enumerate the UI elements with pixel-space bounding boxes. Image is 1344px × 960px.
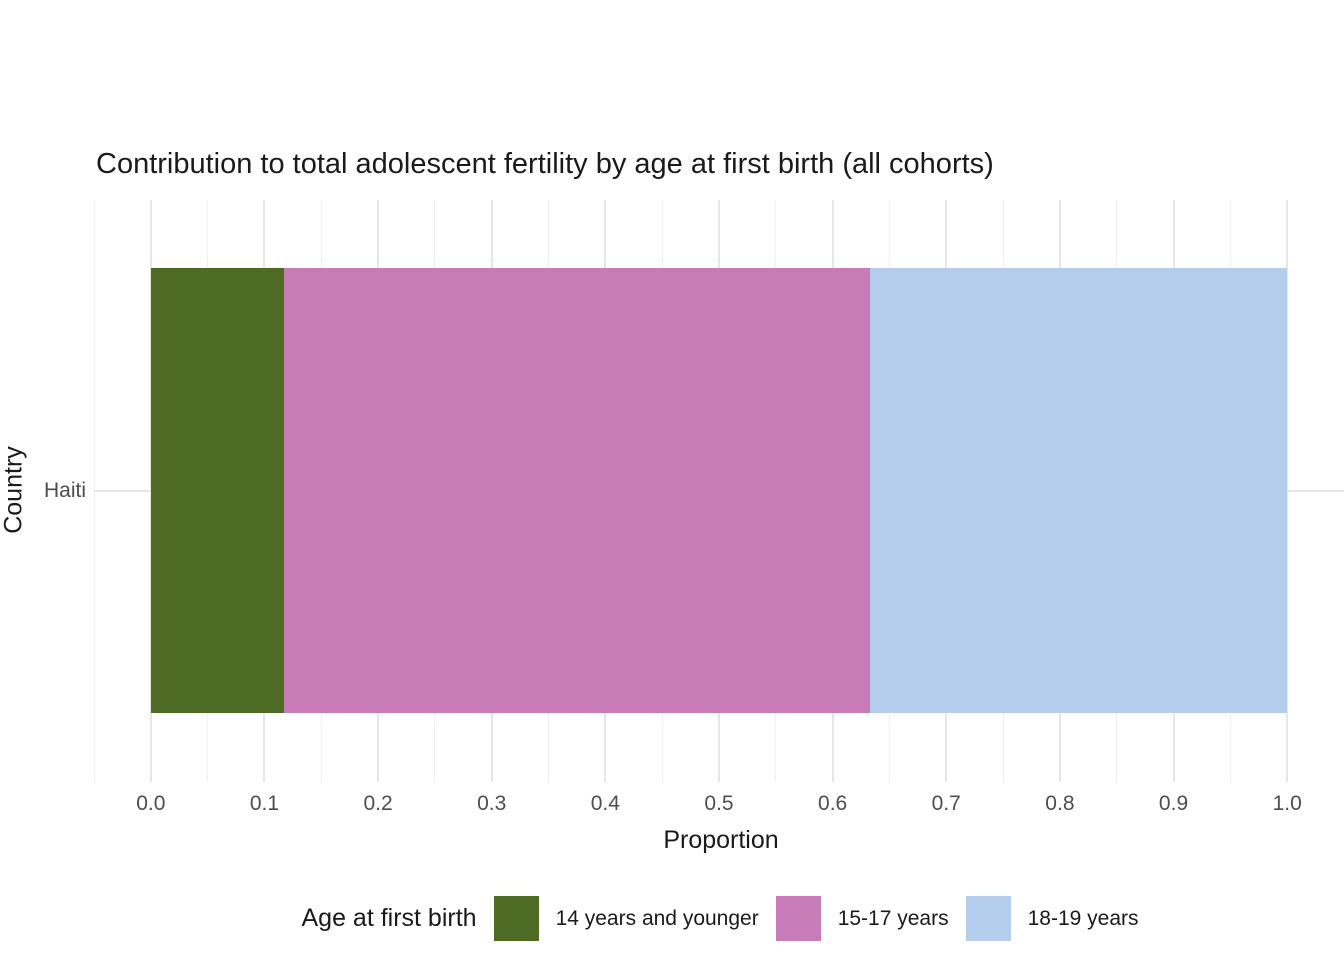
bar-segment bbox=[870, 268, 1288, 713]
x-tick-label: 0.9 bbox=[1158, 792, 1189, 815]
x-tick-label: 0.4 bbox=[590, 792, 620, 815]
bar-row bbox=[94, 268, 1344, 713]
legend-swatch bbox=[965, 896, 1011, 941]
y-tick-label-haiti: Haiti bbox=[43, 479, 86, 502]
legend-swatch bbox=[775, 896, 821, 941]
legend-item: 15-17 years bbox=[775, 896, 949, 941]
bar-segment bbox=[150, 268, 284, 713]
legend-item: 14 years and younger bbox=[493, 896, 759, 941]
x-tick-label: 0.0 bbox=[136, 792, 166, 815]
legend-swatch bbox=[493, 896, 539, 941]
y-axis-title: Country bbox=[0, 446, 28, 534]
plot-panel bbox=[93, 200, 1344, 782]
x-axis-title: Proportion bbox=[663, 826, 779, 854]
legend-item: 18-19 years bbox=[965, 896, 1139, 941]
legend-title: Age at first birth bbox=[301, 904, 477, 932]
bar-segment bbox=[283, 268, 871, 713]
legend: Age at first birth 14 years and younger 1… bbox=[48, 896, 1344, 941]
x-tick-label: 0.8 bbox=[1045, 792, 1075, 815]
legend-label: 18-19 years bbox=[1027, 906, 1139, 930]
x-tick-label: 0.1 bbox=[249, 792, 280, 815]
x-tick-label: 0.5 bbox=[704, 792, 734, 815]
legend-label: 14 years and younger bbox=[555, 906, 759, 930]
x-tick-label: 1.0 bbox=[1272, 792, 1302, 815]
x-tick-label: 0.2 bbox=[363, 792, 393, 815]
x-tick-label: 0.7 bbox=[931, 792, 961, 815]
x-tick-label: 0.3 bbox=[477, 792, 507, 815]
legend-label: 15-17 years bbox=[837, 906, 949, 930]
x-tick-label: 0.6 bbox=[818, 792, 848, 815]
chart-title: Contribution to total adolescent fertili… bbox=[96, 148, 994, 180]
